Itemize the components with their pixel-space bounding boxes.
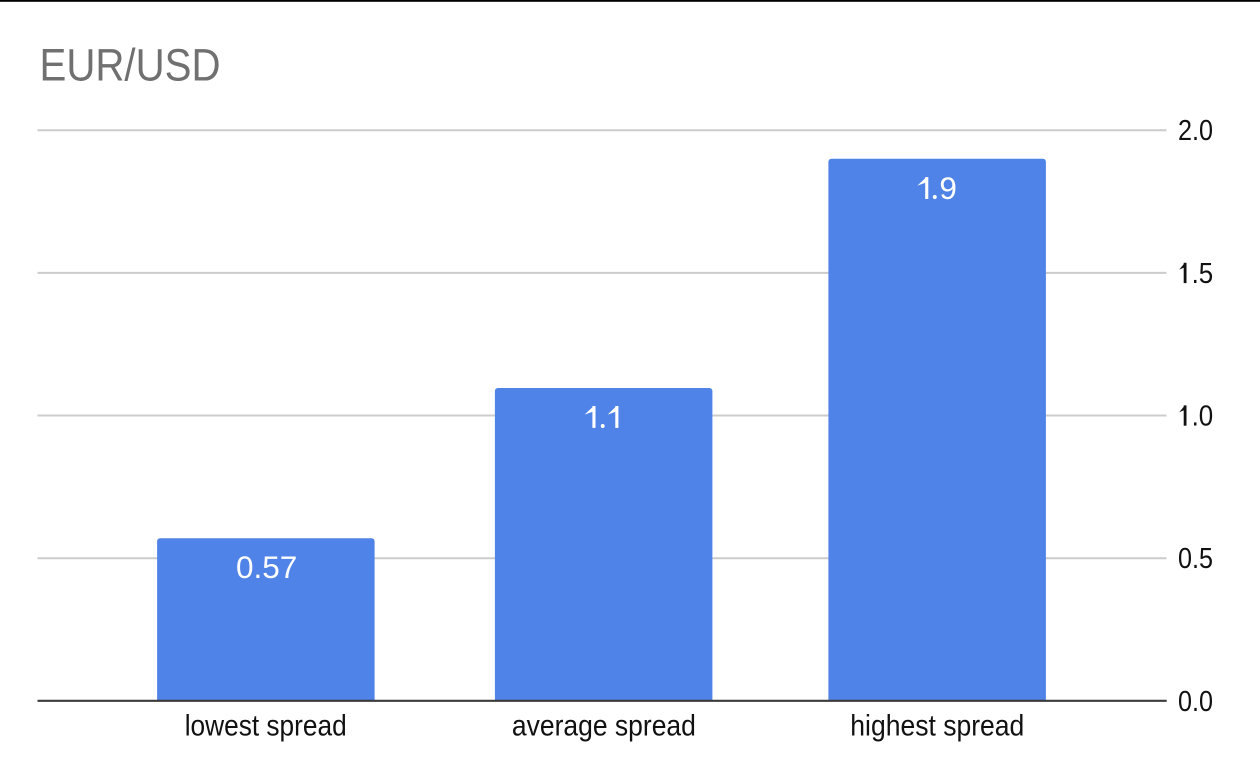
svg-text:2.0: 2.0 (1178, 115, 1213, 147)
svg-text:.5: .5 (1192, 258, 1214, 290)
svg-text:0.57: 0.57 (236, 549, 297, 585)
svg-text:highest spread: highest spread (850, 710, 1024, 743)
svg-text:.0: .0 (1192, 401, 1214, 433)
svg-text:EUR/USD: EUR/USD (40, 40, 221, 91)
svg-text:average spread: average spread (512, 710, 696, 743)
svg-text:lowest spread: lowest spread (185, 710, 347, 743)
svg-text:9: 9 (939, 170, 957, 206)
svg-text:0.0: 0.0 (1178, 686, 1213, 718)
svg-text:0.5: 0.5 (1178, 543, 1213, 575)
